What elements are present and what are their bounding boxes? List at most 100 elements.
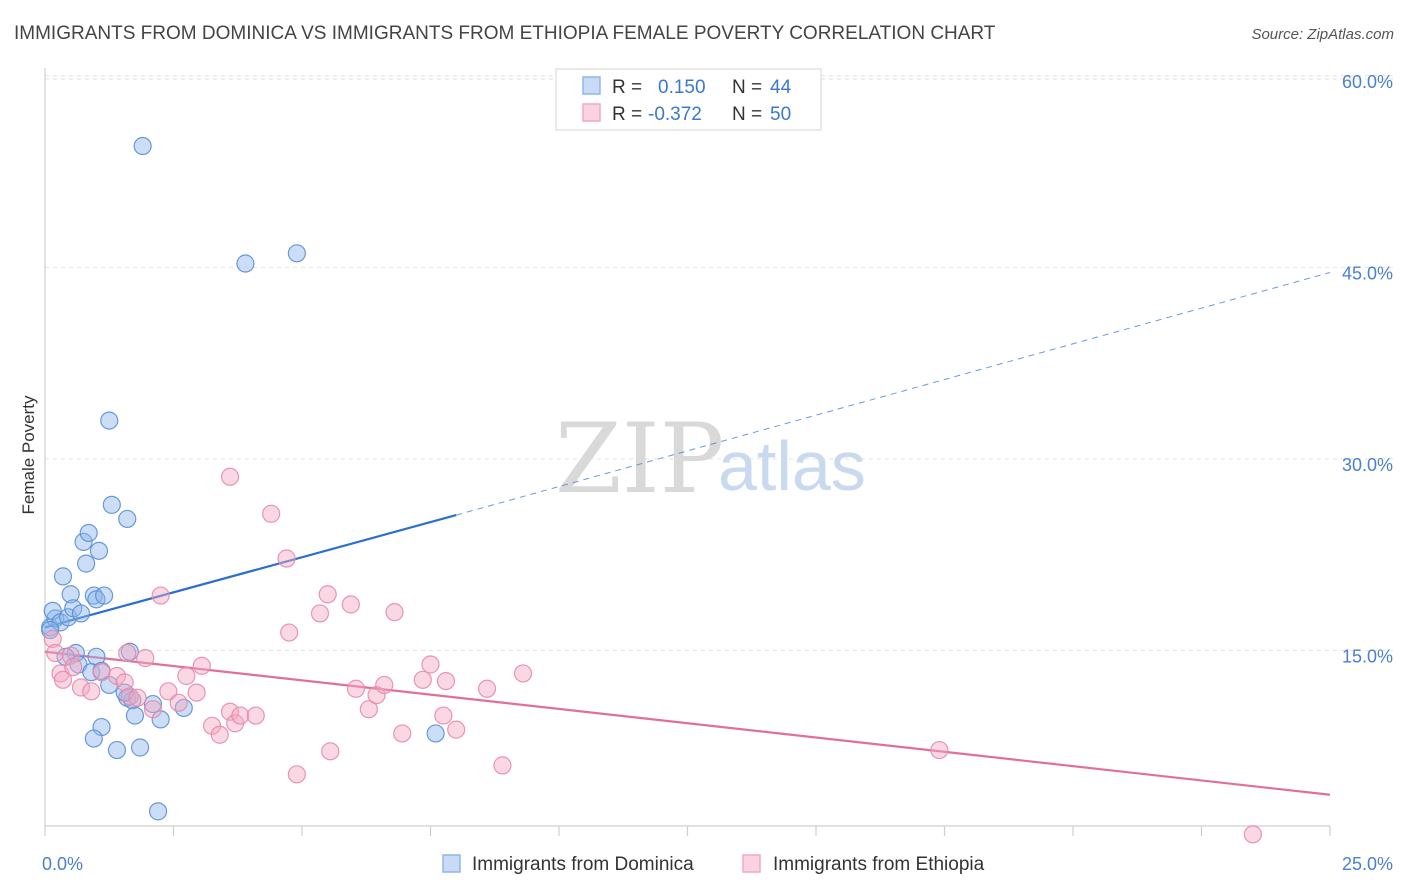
point-ethiopia-27 — [246, 706, 265, 725]
point-ethiopia-7 — [53, 670, 73, 689]
point-ethiopia-0 — [43, 629, 62, 649]
point-dominica-37 — [151, 710, 170, 729]
legend-top-r-value-ethiopia: -0.372 — [648, 104, 702, 125]
point-dominica-40 — [236, 254, 255, 273]
point-ethiopia-21 — [192, 656, 211, 675]
watermark-atlas: atlas — [718, 427, 866, 505]
point-ethiopia-12 — [120, 687, 139, 706]
watermark: ZIP atlas — [555, 403, 866, 515]
point-dominica-7 — [61, 585, 80, 604]
point-ethiopia-24 — [220, 702, 240, 721]
legend-bottom-label-ethiopia: Immigrants from Ethiopia — [773, 854, 985, 875]
point-ethiopia-32 — [287, 765, 306, 784]
point-ethiopia-19 — [177, 666, 196, 686]
point-dominica-28 — [125, 706, 145, 725]
point-ethiopia-40 — [375, 675, 394, 695]
point-ethiopia-28 — [220, 467, 240, 486]
point-ethiopia-37 — [346, 679, 366, 698]
y-tick-labels: 15.0% 30.0% 45.0% 60.0% — [1342, 72, 1393, 667]
point-dominica-5 — [53, 567, 73, 586]
y-tick-label-3: 60.0% — [1342, 72, 1393, 92]
point-dominica-19 — [95, 586, 114, 605]
point-dominica-15 — [79, 523, 98, 543]
legend-top-n-value-dominica: 44 — [770, 77, 792, 98]
point-ethiopia-8 — [92, 663, 111, 682]
x-tick-labels: 0.0% 25.0% — [42, 854, 1393, 874]
point-ethiopia-31 — [280, 623, 299, 642]
point-ethiopia-30 — [277, 549, 296, 568]
point-ethiopia-34 — [318, 585, 337, 604]
point-ethiopia-52 — [1243, 825, 1263, 844]
point-ethiopia-17 — [159, 682, 178, 701]
point-ethiopia-49 — [493, 756, 512, 775]
point-ethiopia-38 — [359, 700, 378, 719]
point-ethiopia-20 — [187, 683, 206, 702]
legend-top-swatch-ethiopia — [582, 103, 601, 122]
trend-lines — [44, 271, 1331, 796]
point-ethiopia-36 — [341, 595, 360, 614]
point-dominica-39 — [133, 136, 152, 156]
point-dominica-31 — [84, 729, 103, 748]
point-ethiopia-33 — [310, 604, 330, 623]
point-ethiopia-14 — [136, 649, 155, 668]
legend-top-n-label-dominica: N = — [732, 77, 762, 98]
trend-line-dominica — [44, 514, 457, 629]
legend-bottom: Immigrants from Dominica Immigrants from… — [442, 854, 985, 875]
legend-top-n-label-ethiopia: N = — [732, 104, 762, 125]
point-ethiopia-11 — [118, 643, 137, 663]
point-ethiopia-41 — [385, 603, 404, 622]
legend-top-n-value-ethiopia: 50 — [770, 104, 791, 125]
x-tick-label-0: 0.0% — [42, 854, 83, 874]
point-dominica-42 — [148, 802, 168, 821]
point-dominica-36 — [143, 694, 163, 714]
point-ethiopia-50 — [513, 664, 533, 683]
point-ethiopia-29 — [262, 504, 281, 523]
chart-title: IMMIGRANTS FROM DOMINICA VS IMMIGRANTS F… — [14, 23, 996, 44]
data-points — [41, 136, 1263, 844]
point-ethiopia-51 — [930, 740, 949, 760]
legend-bottom-swatch-ethiopia — [742, 854, 761, 873]
point-ethiopia-3 — [61, 646, 80, 665]
legend-top-r-value-dominica: 0.150 — [658, 77, 706, 98]
point-dominica-34 — [118, 509, 137, 529]
y-axis-label: Female Poverty — [19, 395, 38, 515]
point-ethiopia-48 — [477, 679, 497, 698]
chart-source: Source: ZipAtlas.com — [1251, 26, 1394, 43]
point-ethiopia-13 — [128, 688, 147, 707]
point-ethiopia-42 — [393, 724, 412, 743]
point-dominica-25 — [100, 411, 119, 430]
legend-bottom-swatch-dominica — [442, 854, 461, 873]
point-ethiopia-23 — [210, 725, 229, 744]
legend-top-r-label-dominica: R = — [612, 77, 642, 98]
point-ethiopia-6 — [82, 682, 101, 701]
point-ethiopia-1 — [46, 643, 65, 663]
point-ethiopia-15 — [143, 700, 163, 719]
point-ethiopia-4 — [64, 657, 83, 677]
point-ethiopia-35 — [321, 742, 340, 761]
point-ethiopia-47 — [447, 720, 466, 739]
point-ethiopia-39 — [367, 686, 386, 705]
point-ethiopia-45 — [434, 706, 453, 725]
legend-top-r-label-ethiopia: R = — [612, 104, 642, 125]
trend-line-ethiopia — [44, 650, 1331, 796]
point-dominica-24 — [102, 495, 121, 514]
trend-line-dominica-extension — [456, 271, 1331, 516]
y-tick-label-1: 30.0% — [1342, 455, 1393, 475]
point-ethiopia-43 — [413, 670, 432, 689]
y-tick-label-2: 45.0% — [1342, 263, 1393, 283]
grid-lines — [45, 75, 1394, 651]
x-tick-label-1: 25.0% — [1342, 854, 1393, 874]
watermark-zip: ZIP — [555, 403, 724, 515]
point-dominica-12 — [71, 604, 91, 623]
point-ethiopia-26 — [231, 706, 250, 725]
point-dominica-38 — [174, 698, 193, 718]
point-ethiopia-10 — [115, 673, 134, 692]
legend-top: R = 0.150 N = 44 R = -0.372 N = 50 — [555, 68, 822, 131]
axes — [44, 68, 1331, 836]
point-ethiopia-46 — [436, 671, 456, 691]
point-ethiopia-44 — [421, 655, 440, 674]
point-ethiopia-18 — [169, 693, 188, 712]
point-dominica-33 — [130, 738, 150, 757]
point-dominica-13 — [77, 554, 96, 573]
